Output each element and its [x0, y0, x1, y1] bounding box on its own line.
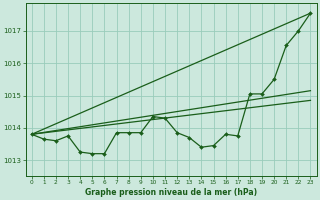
X-axis label: Graphe pression niveau de la mer (hPa): Graphe pression niveau de la mer (hPa): [85, 188, 257, 197]
